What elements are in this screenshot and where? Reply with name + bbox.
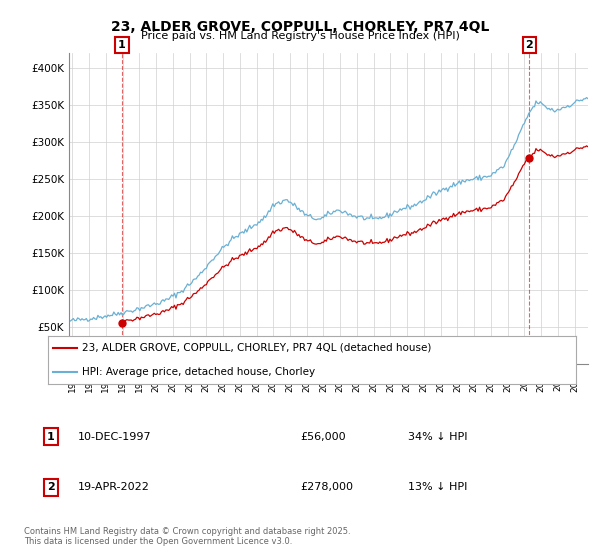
Text: 1: 1: [47, 432, 55, 442]
Text: HPI: Average price, detached house, Chorley: HPI: Average price, detached house, Chor…: [82, 367, 316, 377]
Text: 23, ALDER GROVE, COPPULL, CHORLEY, PR7 4QL (detached house): 23, ALDER GROVE, COPPULL, CHORLEY, PR7 4…: [82, 343, 431, 353]
Text: 23, ALDER GROVE, COPPULL, CHORLEY, PR7 4QL: 23, ALDER GROVE, COPPULL, CHORLEY, PR7 4…: [111, 20, 489, 34]
Text: 19-APR-2022: 19-APR-2022: [78, 482, 150, 492]
Text: 1: 1: [118, 40, 126, 50]
Text: £278,000: £278,000: [300, 482, 353, 492]
Text: 2: 2: [47, 482, 55, 492]
Text: 2: 2: [526, 40, 533, 50]
Text: 34% ↓ HPI: 34% ↓ HPI: [408, 432, 467, 442]
Text: 13% ↓ HPI: 13% ↓ HPI: [408, 482, 467, 492]
Text: Price paid vs. HM Land Registry's House Price Index (HPI): Price paid vs. HM Land Registry's House …: [140, 31, 460, 41]
Text: 10-DEC-1997: 10-DEC-1997: [78, 432, 152, 442]
Text: £56,000: £56,000: [300, 432, 346, 442]
Text: Contains HM Land Registry data © Crown copyright and database right 2025.
This d: Contains HM Land Registry data © Crown c…: [24, 526, 350, 546]
